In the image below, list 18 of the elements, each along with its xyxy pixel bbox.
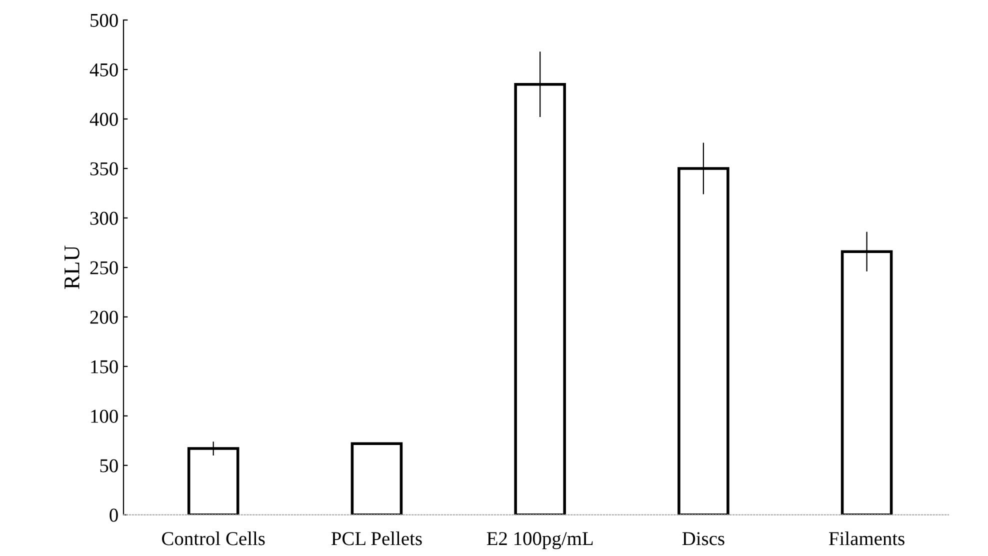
y-tick-label: 450: [90, 63, 118, 76]
x-tick-label: PCL Pellets: [331, 532, 422, 546]
x-tick-label: Discs: [682, 532, 724, 546]
y-tick-label: 400: [90, 112, 118, 126]
y-tick-label: 0: [110, 508, 118, 522]
y-tick-label: 100: [91, 410, 118, 423]
y-tick-label: 50: [100, 459, 118, 472]
y-tick-label: 350: [90, 162, 118, 176]
x-tick-label: Control Cells: [162, 532, 265, 546]
x-tick-label: Filaments: [829, 532, 904, 546]
y-tick-label: 500: [90, 14, 118, 27]
y-tick-label: 250: [90, 261, 118, 274]
y-axis-title: RLU: [64, 246, 80, 290]
y-tick-label: 300: [90, 212, 118, 225]
x-tick-label: E2 100pg/mL: [486, 532, 593, 550]
bar: [350, 442, 403, 515]
y-tick-label: 200: [90, 310, 118, 324]
y-tick-label: 150: [91, 360, 118, 374]
